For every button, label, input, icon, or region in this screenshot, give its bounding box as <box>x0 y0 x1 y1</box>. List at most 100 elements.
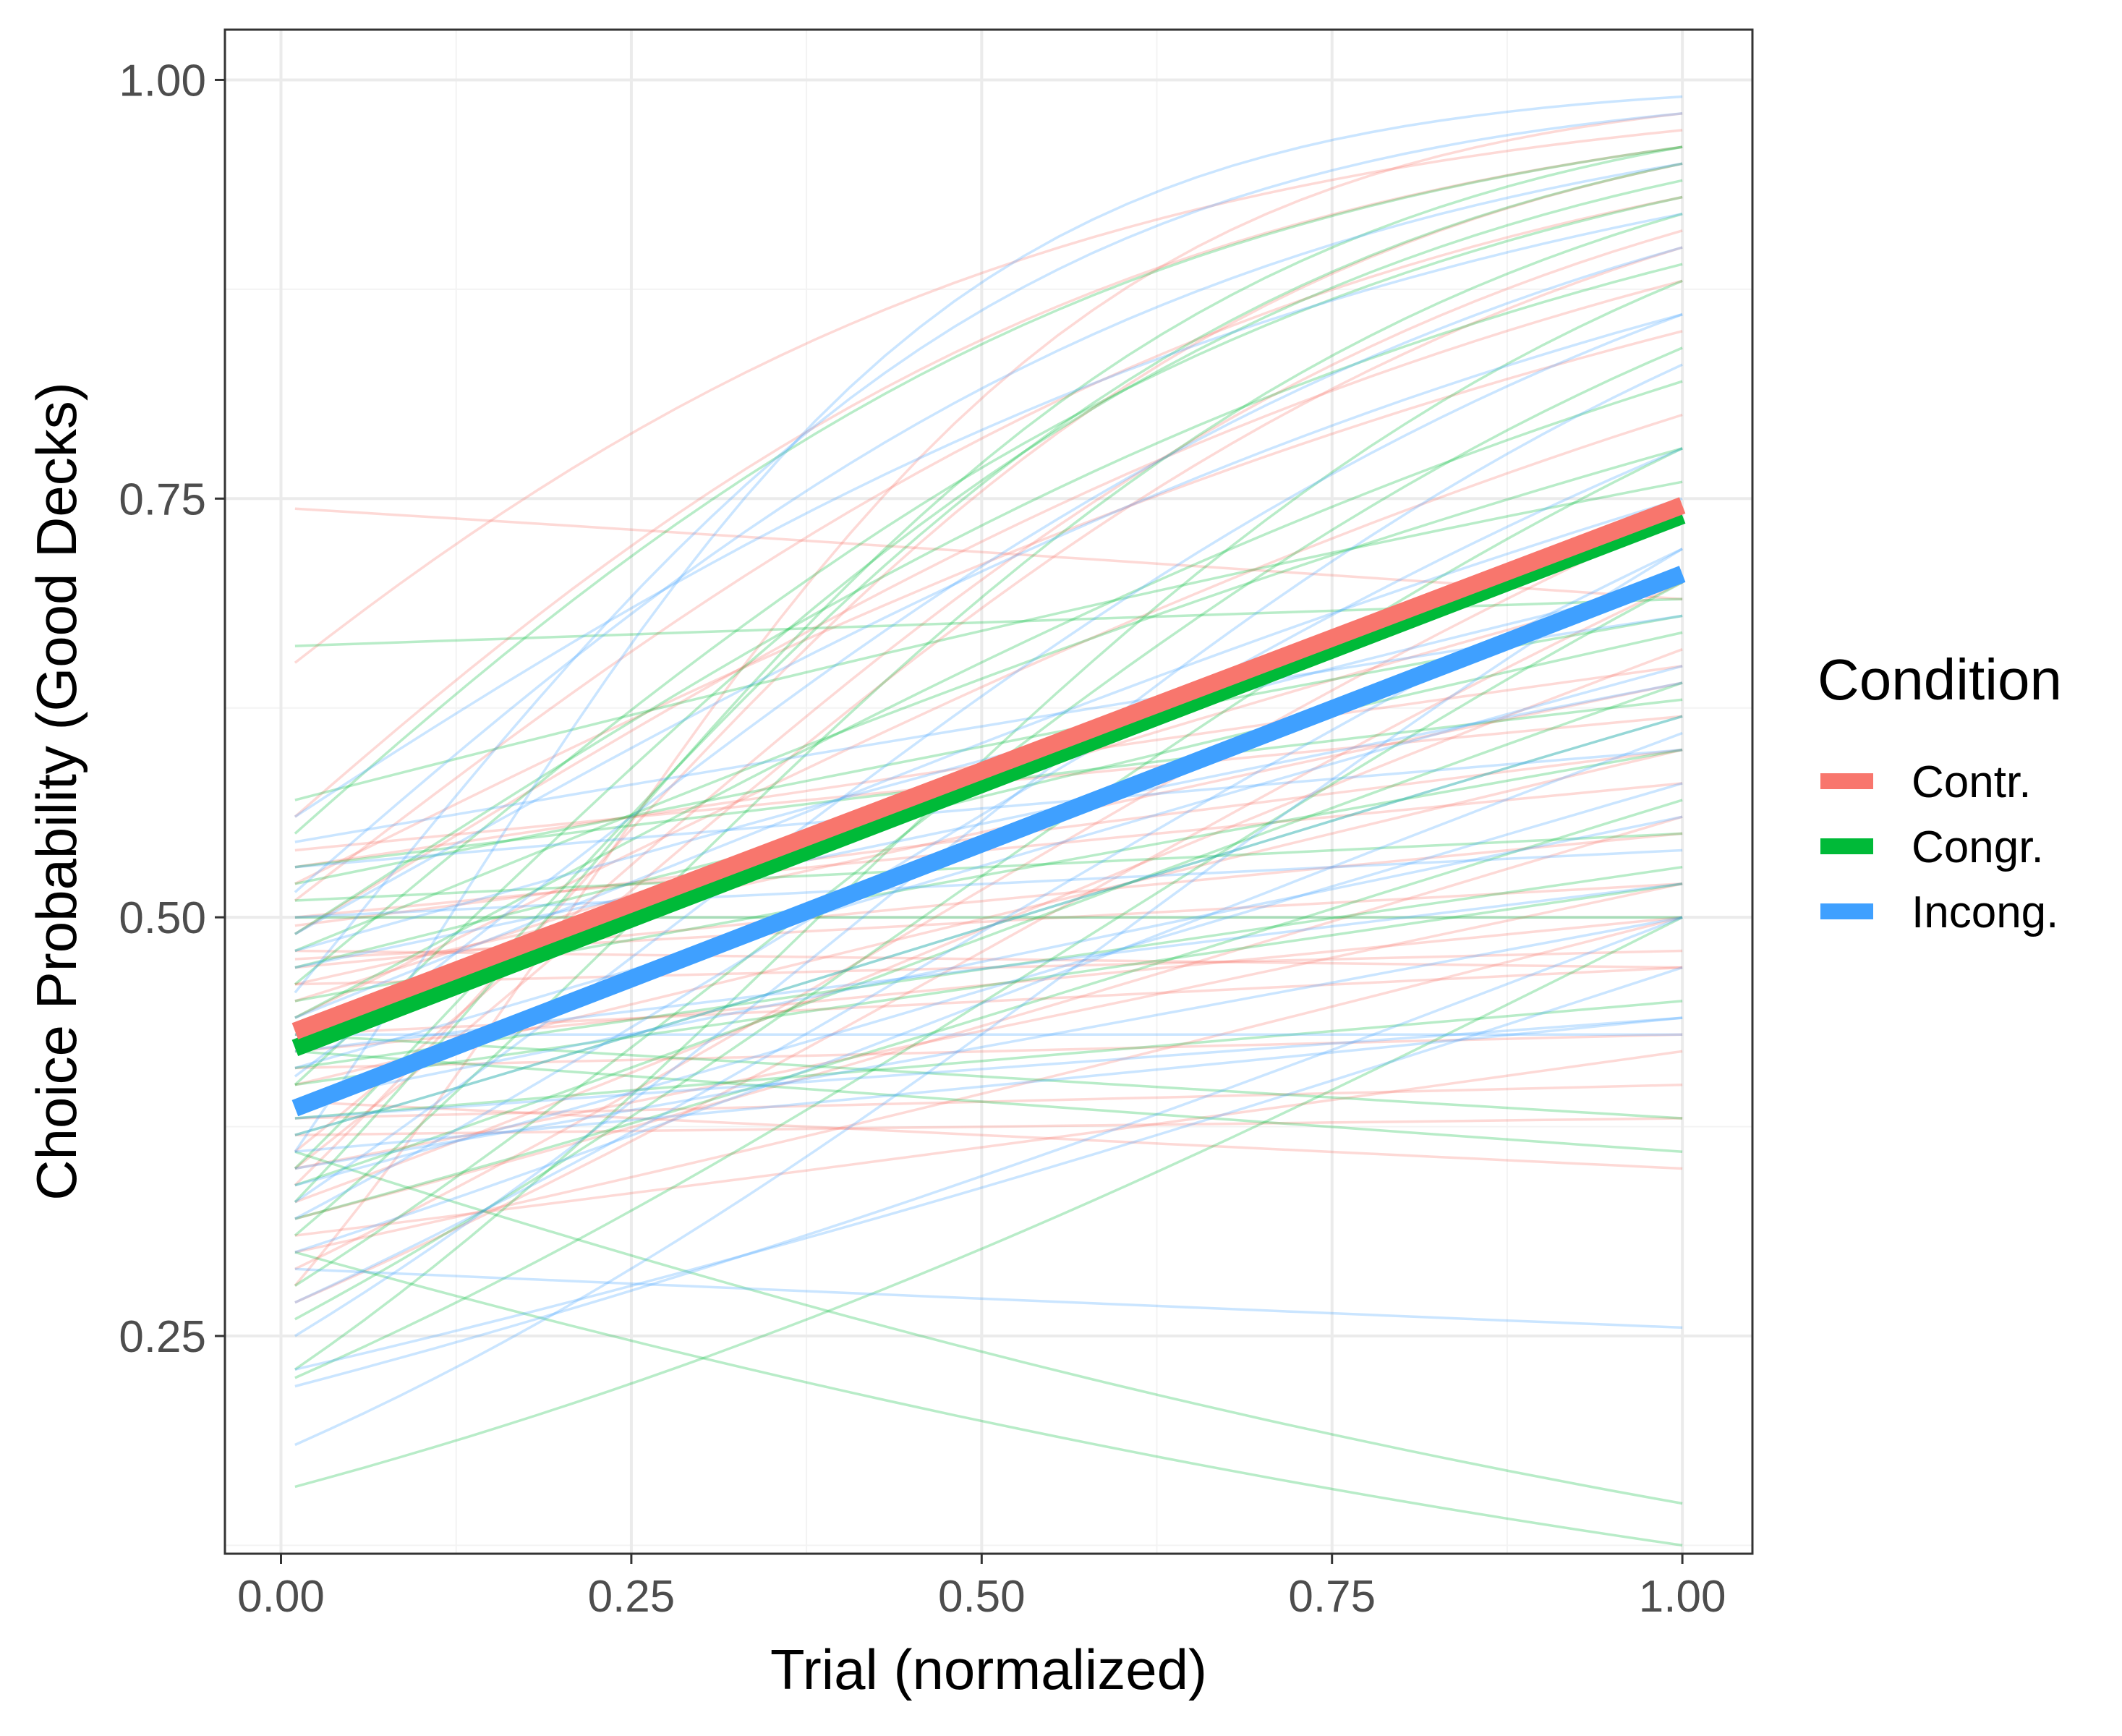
individual-curves-layer <box>294 95 1683 1547</box>
x-tick-label: 0.00 <box>237 1572 325 1622</box>
individual-curve <box>294 1050 1683 1237</box>
individual-curve <box>294 179 1683 1086</box>
individual-curve <box>294 748 1683 869</box>
individual-curve <box>294 507 1683 600</box>
individual-curve <box>294 112 1683 1287</box>
individual-curve <box>294 246 1683 1078</box>
individual-curve <box>294 648 1683 1204</box>
individual-curve <box>294 865 1683 1070</box>
y-tick-label: 0.75 <box>119 475 206 524</box>
individual-curve <box>294 949 1683 986</box>
individual-curve <box>294 1150 1683 1505</box>
individual-curve <box>294 715 1683 1136</box>
individual-curve <box>294 1033 1683 1070</box>
panel-border <box>223 28 1754 1555</box>
individual-curve <box>294 162 1683 893</box>
individual-curve <box>294 731 1683 1254</box>
individual-curve <box>294 1117 1683 1136</box>
individual-curve <box>294 95 1683 1153</box>
individual-curve <box>294 480 1683 801</box>
individual-curve <box>294 380 1683 1019</box>
individual-curve <box>294 145 1683 835</box>
individual-curve <box>294 681 1683 1187</box>
individual-curve <box>294 363 1683 1337</box>
x-tick-label: 1.00 <box>1639 1572 1726 1622</box>
individual-curve <box>294 195 1683 986</box>
individual-curve <box>294 195 1683 902</box>
individual-curve <box>294 815 1683 1103</box>
individual-curve <box>294 799 1683 1220</box>
series-layer <box>291 497 1686 1117</box>
individual-curve <box>294 665 1683 1070</box>
legend: Condition Contr. Congr. Incong. <box>1818 647 2062 937</box>
individual-curve <box>294 916 1683 1388</box>
individual-curve <box>294 882 1683 1086</box>
individual-curve <box>294 279 1683 935</box>
individual-curve <box>294 681 1683 969</box>
individual-curve <box>294 581 1683 1304</box>
individual-curve <box>294 715 1683 1136</box>
individual-curve <box>294 413 1683 1019</box>
individual-curve <box>294 916 1683 1254</box>
individual-curve <box>294 129 1683 664</box>
individual-curve <box>294 1016 1683 1120</box>
individual-curve <box>294 832 1683 902</box>
individual-curve <box>294 312 1683 1204</box>
individual-curve <box>294 1000 1683 1120</box>
individual-curve <box>294 1251 1683 1547</box>
individual-curve <box>294 212 1683 818</box>
individual-curve <box>294 1050 1683 1154</box>
individual-curve <box>294 1083 1683 1120</box>
individual-curve <box>294 279 1683 1371</box>
individual-curve <box>294 162 1683 1170</box>
individual-curve <box>294 916 1683 1489</box>
individual-curve <box>294 966 1683 1371</box>
axis-layer: 0.00 0.25 0.50 0.75 1.00 0.25 0.50 0.75 1.00 <box>119 56 1726 1622</box>
individual-curve <box>294 614 1683 843</box>
y-axis-title: Choice Probability (Good Decks) <box>25 382 88 1200</box>
individual-curve <box>294 514 1683 1270</box>
individual-curve <box>294 815 1683 1220</box>
individual-curve <box>294 916 1683 1170</box>
individual-curve <box>294 681 1683 986</box>
series-line-contr <box>291 497 1686 1039</box>
individual-curve <box>294 1016 1683 1154</box>
individual-curve <box>294 447 1683 1321</box>
individual-curve <box>294 882 1683 1170</box>
individual-curve <box>294 548 1683 1447</box>
individual-curve <box>294 312 1683 935</box>
individual-curve <box>294 1100 1683 1170</box>
x-tick-label: 0.75 <box>1288 1572 1376 1622</box>
individual-curve <box>294 497 1683 1019</box>
x-tick-label: 0.50 <box>938 1572 1026 1622</box>
x-tick-label: 0.25 <box>588 1572 676 1622</box>
individual-curve <box>294 112 1683 994</box>
individual-curve <box>294 581 1683 953</box>
series-line-congr <box>291 507 1686 1057</box>
individual-curve <box>294 748 1683 1086</box>
individual-curve <box>294 581 1683 1379</box>
y-tick-label: 1.00 <box>119 56 206 106</box>
individual-curve <box>294 263 1683 935</box>
y-tick-label: 0.25 <box>119 1312 206 1362</box>
legend-entries: Contr. Congr. Incong. <box>1820 757 2058 937</box>
individual-curve <box>294 246 1683 1170</box>
y-tick-label: 0.50 <box>119 893 206 943</box>
individual-curve <box>294 782 1683 1187</box>
individual-curve <box>294 447 1683 953</box>
x-axis-title: Trial (normalized) <box>770 1638 1207 1701</box>
individual-curve <box>294 631 1683 969</box>
individual-curve <box>294 447 1683 1220</box>
individual-curve <box>294 1033 1683 1120</box>
individual-curve <box>294 916 1683 1053</box>
legend-title: Condition <box>1818 647 2062 712</box>
individual-curve <box>294 145 1683 818</box>
legend-label: Contr. <box>1912 757 2031 807</box>
individual-curve <box>294 848 1683 919</box>
legend-label: Congr. <box>1912 822 2044 872</box>
individual-curve <box>294 330 1683 885</box>
individual-curve <box>294 1267 1683 1329</box>
series-line-incong <box>291 566 1686 1117</box>
